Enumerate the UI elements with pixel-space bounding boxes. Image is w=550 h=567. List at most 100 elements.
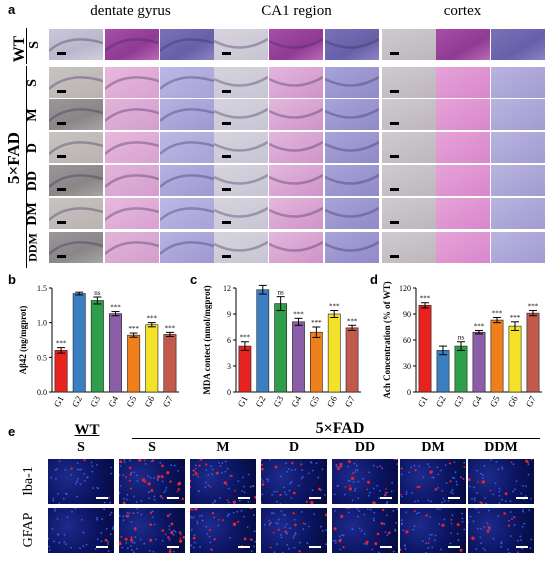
y-tick-label: 60 [403,336,411,345]
scale-bar [96,497,108,499]
if-column-header-fad-d: D [288,440,300,455]
histology-tile [436,99,490,130]
y-tick-label: 9 [227,310,231,319]
bar [418,305,432,393]
histology-tile [491,232,545,263]
histology-tile [325,99,379,130]
chart-d: 0 30 60 90 120 Ach Concentration (% of WT) ***… [364,278,548,420]
histology-tile [214,99,268,130]
x-tick-label: G3 [452,394,466,409]
bar [472,331,486,393]
y-tick-label: 120 [399,284,411,293]
histology-tile [436,232,490,263]
histology-tile [105,29,159,60]
if-column-header-fad-dm: DM [421,440,445,455]
x-tick-label: G6 [325,394,339,409]
fad-group-line [26,66,27,268]
bar [145,324,159,393]
histology-tile [160,67,214,98]
if-column-header-wt-s: S [77,440,85,455]
chart-c-svg: 0 3 6 9 12 MDA contect (nmol/mgprot) *** G1 G2 ns… [202,284,361,409]
histology-tile [214,132,268,163]
scale-bar [390,90,399,93]
histology-tile [269,99,323,130]
bar [436,350,450,393]
if-tile [400,508,466,553]
x-tick-label: G5 [124,394,138,409]
x-tick-label: G3 [88,394,102,409]
scale-bar [516,546,528,548]
panel-e-5xfad-line [132,438,540,439]
y-tick-label: 3 [227,362,231,371]
if-column-header-fad-s: S [148,440,156,455]
scale-bar [57,221,66,224]
x-tick-label: G5 [307,394,321,409]
if-tile [119,459,185,504]
significance-label: *** [510,314,521,322]
if-tile [468,459,534,504]
significance-label: *** [347,317,358,325]
bar [345,327,359,393]
y-tick-label: 0.0 [37,388,47,397]
histology-tile [491,99,545,130]
histology-tile [49,29,103,60]
bar [54,350,68,393]
y-tick-label: 1.0 [37,319,47,328]
histology-tile [436,132,490,163]
row-label-fad-ddm: DDM [25,233,40,262]
scale-bar [390,122,399,125]
scale-bar [96,546,108,548]
if-tile [119,508,185,553]
histology-tile [436,198,490,229]
bar [90,300,104,393]
histology-tile [491,198,545,229]
x-tick-label: G2 [434,394,448,408]
if-tile [332,508,398,553]
chart-b-svg: 0.0 0.5 1.0 1.5 Aβ42 (ng/mgprot) *** G1 G2 ns G3 *… [18,284,179,409]
x-tick-label: G4 [289,394,303,409]
column-title-cortex: cortex [443,3,482,19]
scale-bar [57,155,66,158]
histology-tile [491,165,545,196]
histology-tile [49,198,103,229]
panel-e-letter: e [8,424,16,439]
histology-tile [269,67,323,98]
row-label-fad-dd: DD [25,170,40,192]
significance-label: *** [528,303,539,311]
scale-bar [380,546,392,548]
x-tick-label: G3 [271,394,285,409]
significance-label: *** [110,304,121,312]
x-tick-label: G6 [506,394,520,409]
histology-tile [160,99,214,130]
histology-tile [49,67,103,98]
scale-bar [238,497,250,499]
scale-bar [516,497,528,499]
if-row-label-iba-1: Iba-1 [21,466,36,496]
chart-b: 0.0 0.5 1.0 1.5 Aβ42 (ng/mgprot) *** G1 G2 ns G3 *… [0,278,185,420]
x-tick-label: G1 [236,394,250,408]
y-tick-label: 0 [227,388,231,397]
if-tile [332,459,398,504]
x-tick-label: G1 [416,394,430,408]
significance-label: *** [329,303,340,311]
y-tick-label: 0.5 [37,353,47,362]
histology-tile [382,198,436,229]
scale-bar [222,52,231,55]
histology-tile [105,67,159,98]
scale-bar [57,188,66,191]
histology-tile [491,132,545,163]
if-tile [468,508,534,553]
significance-label: ns [278,289,285,297]
histology-tile [269,232,323,263]
histology-tile [382,67,436,98]
bar [309,331,323,393]
bar [274,303,288,393]
y-tick-label: 6 [227,336,231,345]
histology-tile [160,165,214,196]
row-label-fad-s: S [25,79,40,87]
histology-tile [491,29,545,60]
histology-tile [49,165,103,196]
if-tile [400,459,466,504]
bar [508,325,522,393]
x-tick-label: G2 [70,394,84,408]
